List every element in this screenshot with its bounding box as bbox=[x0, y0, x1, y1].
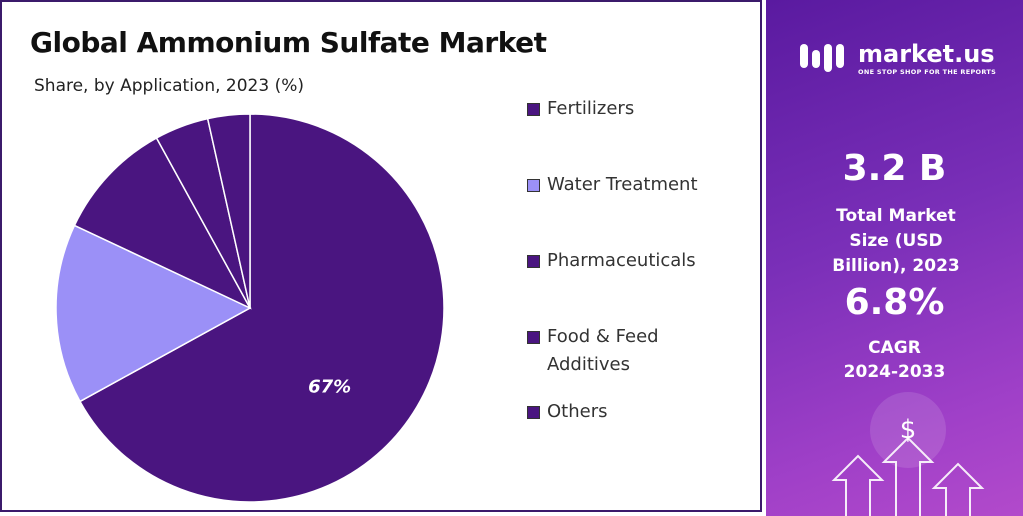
market-size-label: Total Market Size (USD Billion), 2023 bbox=[832, 206, 960, 276]
pie-slice bbox=[78, 113, 445, 503]
legend-label: Others bbox=[547, 401, 608, 422]
legend-swatch bbox=[527, 331, 540, 344]
cagr: 6.8% bbox=[844, 282, 945, 323]
legend-label: Water Treatment bbox=[547, 174, 698, 195]
pie-slice bbox=[206, 113, 251, 309]
summary-panel: $ market.us ONE STOP SHOP FOR THE REPORT… bbox=[766, 0, 1023, 516]
svg-text:$: $ bbox=[900, 415, 917, 445]
pie-chart: 67% bbox=[55, 113, 445, 503]
cagr-label: CAGR bbox=[868, 338, 921, 358]
tagline: ONE STOP SHOP FOR THE REPORTS bbox=[858, 68, 997, 76]
pie-slice bbox=[73, 136, 252, 310]
chart-subtitle: Share, by Application, 2023 (%) bbox=[34, 76, 304, 96]
cagr-period: 2024-2033 bbox=[843, 362, 946, 382]
legend-swatch bbox=[527, 179, 540, 192]
pie-slice bbox=[55, 224, 252, 403]
brand: market.us bbox=[858, 40, 995, 68]
legend-label: Fertilizers bbox=[547, 98, 635, 119]
legend-label: Food & Feed Additives bbox=[547, 326, 659, 375]
legend-label: Pharmaceuticals bbox=[547, 250, 696, 271]
data-label: 67% bbox=[308, 376, 351, 397]
legend-swatch bbox=[527, 255, 540, 268]
market-size: 3.2 B bbox=[842, 148, 947, 189]
decoration: $ bbox=[800, 44, 985, 516]
legend-swatch bbox=[527, 406, 540, 419]
chart-panel: Global Ammonium Sulfate Market Share, by… bbox=[0, 0, 762, 512]
chart-title: Global Ammonium Sulfate Market bbox=[30, 26, 547, 59]
legend-swatch bbox=[527, 103, 540, 116]
